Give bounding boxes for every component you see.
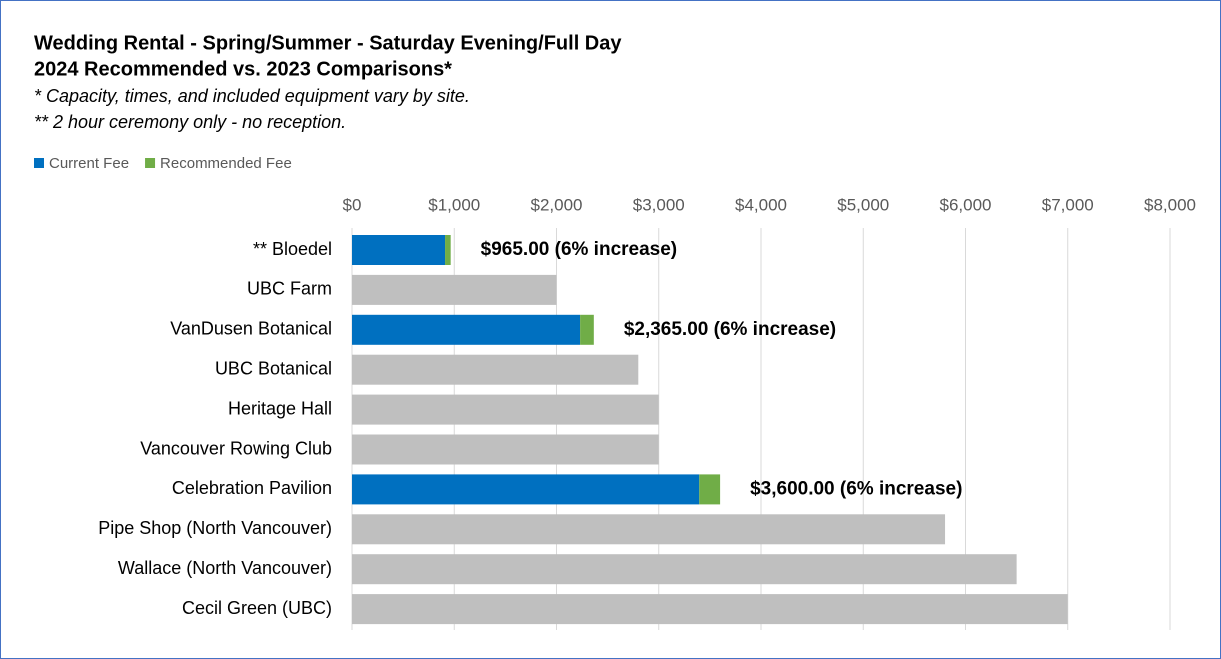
bar — [352, 594, 1068, 625]
y-tick-label: UBC Botanical — [215, 358, 332, 378]
bar — [352, 514, 946, 545]
legend-label: Current Fee — [49, 155, 129, 172]
bar — [352, 474, 700, 505]
legend-swatch — [34, 158, 44, 168]
chart-title: Wedding Rental - Spring/Summer - Saturda… — [34, 32, 622, 54]
y-tick-label: Wallace (North Vancouver) — [118, 558, 332, 578]
bar — [580, 314, 594, 345]
x-tick-label: $7,000 — [1042, 195, 1094, 214]
bar — [699, 474, 721, 505]
bar — [352, 554, 1017, 585]
annotation: $3,600.00 (6% increase) — [750, 478, 962, 499]
bar — [352, 274, 557, 305]
legend-label: Recommended Fee — [160, 155, 292, 172]
note: * Capacity, times, and included equipmen… — [34, 86, 470, 106]
y-tick-label: ** Bloedel — [253, 239, 332, 259]
x-tick-label: $4,000 — [735, 195, 787, 214]
y-tick-label: Celebration Pavilion — [172, 478, 332, 498]
bar — [445, 235, 451, 265]
note: ** 2 hour ceremony only - no reception. — [34, 112, 346, 132]
y-tick-label: Heritage Hall — [228, 398, 332, 418]
y-tick-label: Cecil Green (UBC) — [182, 598, 332, 618]
bar — [352, 314, 581, 345]
x-tick-label: $2,000 — [531, 195, 583, 214]
y-tick-label: Pipe Shop (North Vancouver) — [98, 518, 332, 538]
x-tick-label: $0 — [343, 195, 362, 214]
y-tick-label: UBC Farm — [247, 279, 332, 299]
annotation: $2,365.00 (6% increase) — [624, 319, 836, 340]
bar — [352, 394, 659, 425]
bar — [352, 235, 446, 265]
legend-swatch — [145, 158, 156, 168]
annotation: $965.00 (6% increase) — [481, 239, 677, 260]
y-tick-label: VanDusen Botanical — [170, 319, 332, 339]
bar — [352, 434, 659, 465]
x-tick-label: $3,000 — [633, 195, 685, 214]
y-tick-label: Vancouver Rowing Club — [140, 438, 332, 458]
x-tick-label: $6,000 — [940, 195, 992, 214]
bar — [352, 354, 639, 385]
x-tick-label: $1,000 — [428, 195, 480, 214]
chart-subtitle: 2024 Recommended vs. 2023 Comparisons* — [34, 58, 452, 80]
x-tick-label: $5,000 — [837, 195, 889, 214]
x-tick-label: $8,000 — [1144, 195, 1196, 214]
